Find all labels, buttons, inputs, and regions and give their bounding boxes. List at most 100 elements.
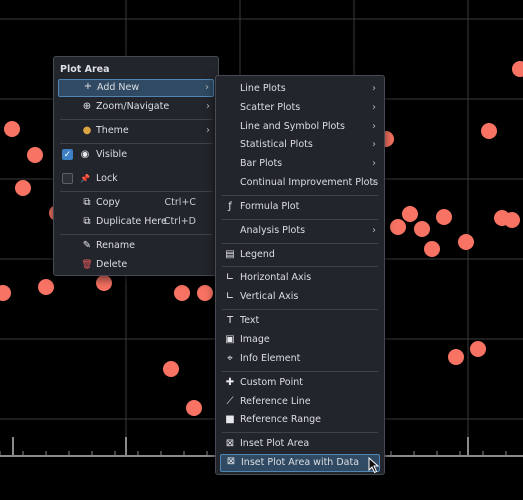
data-point[interactable] (38, 279, 54, 295)
magnifier-icon: ⊕ (82, 101, 92, 112)
menu-separator (222, 219, 378, 220)
menu-item-line-and-symbol-plots[interactable]: Line and Symbol Plots › (220, 118, 380, 136)
menu-item-label: Copy (96, 197, 121, 208)
menu-item-lock[interactable]: 📌 Lock (58, 170, 214, 188)
inset-plot-icon: ⊠ (225, 438, 235, 449)
menu-item-label: Inset Plot Area (240, 438, 310, 449)
menu-item-bar-plots[interactable]: Bar Plots › (220, 155, 380, 173)
menu-item-line-plots[interactable]: Line Plots › (220, 80, 380, 98)
data-point[interactable] (197, 285, 213, 301)
data-point[interactable] (414, 221, 430, 237)
data-point[interactable] (163, 361, 179, 377)
unchecked-checkbox[interactable] (62, 173, 73, 184)
data-point[interactable] (15, 180, 31, 196)
image-icon: ▣ (225, 334, 235, 345)
chevron-right-icon: › (372, 102, 376, 113)
palette-icon: ● (82, 125, 92, 136)
info-element-icon: ⌖ (227, 353, 233, 364)
range-icon: ■ (225, 414, 235, 425)
data-point[interactable] (470, 341, 486, 357)
menu-item-label: Image (240, 334, 270, 345)
menu-separator (60, 234, 212, 235)
chevron-right-icon: › (372, 225, 376, 236)
chevron-right-icon: › (372, 139, 376, 150)
plus-icon: + (83, 81, 93, 92)
menu-item-label: Statistical Plots (240, 139, 313, 150)
menu-item-copy[interactable]: ⧉ Copy Ctrl+C (58, 194, 214, 212)
menu-separator (60, 191, 212, 192)
menu-item-label: Bar Plots (240, 158, 283, 169)
vertical-axis-icon: ∟ (225, 291, 235, 302)
menu-item-label: Analysis Plots (240, 225, 306, 236)
copy-icon: ⧉ (83, 197, 91, 208)
menu-item-duplicate-here[interactable]: ⧉ Duplicate Here Ctrl+D (58, 213, 214, 231)
menu-item-label: Add New (97, 82, 140, 93)
menu-item-label: Horizontal Axis (240, 272, 312, 283)
menu-item-label: Scatter Plots (240, 102, 301, 113)
menu-item-image[interactable]: ▣ Image (220, 331, 380, 349)
data-point[interactable] (481, 123, 497, 139)
menu-item-label: Reference Line (240, 396, 311, 407)
data-point[interactable] (96, 275, 112, 291)
menu-item-analysis-plots[interactable]: Analysis Plots › (220, 222, 380, 240)
data-point[interactable] (512, 61, 523, 77)
menu-item-formula-plot[interactable]: ƒ Formula Plot (220, 198, 380, 216)
menu-item-label: Line Plots (240, 83, 286, 94)
chevron-right-icon: › (372, 121, 376, 132)
menu-item-label: Inset Plot Area with Data (241, 457, 360, 468)
data-point[interactable] (0, 285, 11, 301)
data-point[interactable] (458, 234, 474, 250)
menu-item-scatter-plots[interactable]: Scatter Plots › (220, 99, 380, 117)
menu-item-zoom-navigate[interactable]: ⊕ Zoom/Navigate › (58, 98, 214, 116)
menu-item-reference-range[interactable]: ■ Reference Range (220, 411, 380, 429)
menu-item-horizontal-axis[interactable]: ∟ Horizontal Axis (220, 269, 380, 287)
legend-icon: ▤ (225, 249, 235, 260)
menu-item-label: Formula Plot (240, 201, 300, 212)
eye-icon: ◉ (80, 149, 90, 160)
data-point[interactable] (390, 219, 406, 235)
menu-item-label: Delete (96, 259, 128, 270)
menu-item-delete[interactable]: 🗑 Delete (58, 256, 214, 274)
data-point[interactable] (448, 349, 464, 365)
menu-item-visible[interactable]: ✓ ◉ Visible (58, 146, 214, 164)
data-point[interactable] (27, 147, 43, 163)
duplicate-icon: ⧉ (83, 216, 91, 227)
data-point[interactable] (424, 241, 440, 257)
menu-item-label: Duplicate Here (96, 216, 167, 227)
text-icon: T (226, 315, 234, 326)
add-new-submenu: Line Plots › Scatter Plots › Line and Symbol… (215, 75, 385, 475)
chevron-right-icon: › (372, 177, 376, 188)
menu-item-label: Lock (96, 173, 118, 184)
data-point[interactable] (4, 121, 20, 137)
menu-item-legend[interactable]: ▤ Legend (220, 246, 380, 264)
menu-item-continual-improvement-plots[interactable]: Continual Improvement Plots › (220, 174, 380, 192)
menu-item-rename[interactable]: ✎ Rename (58, 237, 214, 255)
data-point[interactable] (436, 209, 452, 225)
menu-item-info-element[interactable]: ⌖ Info Element (220, 350, 380, 368)
menu-item-label: Line and Symbol Plots (240, 121, 345, 132)
cross-point-icon: ✚ (225, 377, 235, 388)
data-point[interactable] (186, 400, 202, 416)
data-point[interactable] (174, 285, 190, 301)
menu-item-statistical-plots[interactable]: Statistical Plots › (220, 136, 380, 154)
menu-item-reference-line[interactable]: ⟋ Reference Line (220, 393, 380, 411)
menu-item-inset-plot-area[interactable]: ⊠ Inset Plot Area (220, 435, 380, 453)
chevron-right-icon: › (372, 83, 376, 94)
menu-item-custom-point[interactable]: ✚ Custom Point (220, 374, 380, 392)
menu-item-vertical-axis[interactable]: ∟ Vertical Axis (220, 288, 380, 306)
data-point[interactable] (504, 212, 520, 228)
menu-item-label: Zoom/Navigate (96, 101, 170, 112)
checked-checkbox[interactable]: ✓ (62, 149, 73, 160)
menu-item-label: Visible (96, 149, 128, 160)
pencil-icon: ✎ (82, 240, 92, 251)
shortcut-label: Ctrl+C (164, 197, 197, 208)
menu-item-text[interactable]: T Text (220, 312, 380, 330)
menu-separator (222, 266, 378, 267)
menu-item-theme[interactable]: ● Theme › (58, 122, 214, 140)
pin-icon: 📌 (80, 174, 90, 183)
diagonal-line-icon: ⟋ (226, 396, 234, 407)
trash-icon: 🗑 (81, 260, 93, 270)
data-point[interactable] (402, 206, 418, 222)
menu-item-add-new[interactable]: + Add New › (58, 79, 214, 97)
menu-item-inset-plot-area-with-data[interactable]: ⊠ Inset Plot Area with Data (220, 454, 380, 472)
